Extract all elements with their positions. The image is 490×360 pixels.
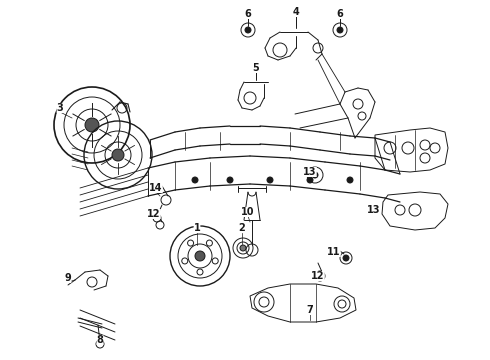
Circle shape [112, 149, 124, 161]
Text: 5: 5 [253, 63, 259, 73]
Circle shape [312, 172, 318, 178]
Circle shape [240, 245, 246, 251]
Circle shape [267, 177, 273, 183]
Circle shape [192, 177, 198, 183]
Circle shape [245, 27, 251, 33]
Circle shape [85, 118, 99, 132]
Circle shape [337, 27, 343, 33]
Text: 9: 9 [65, 273, 72, 283]
Text: 13: 13 [367, 205, 381, 215]
Circle shape [347, 177, 353, 183]
Circle shape [343, 255, 349, 261]
Text: 10: 10 [241, 207, 255, 217]
Circle shape [227, 177, 233, 183]
Text: 6: 6 [245, 9, 251, 19]
Text: 4: 4 [293, 7, 299, 17]
Text: 14: 14 [149, 183, 163, 193]
Text: 13: 13 [303, 167, 317, 177]
Text: 8: 8 [97, 335, 103, 345]
Text: 7: 7 [307, 305, 314, 315]
Text: 11: 11 [327, 247, 341, 257]
Text: 12: 12 [311, 271, 325, 281]
Text: 2: 2 [239, 223, 245, 233]
Text: 1: 1 [194, 223, 200, 233]
Text: 12: 12 [147, 209, 161, 219]
Circle shape [307, 177, 313, 183]
Text: 6: 6 [337, 9, 343, 19]
Text: 3: 3 [57, 103, 63, 113]
Circle shape [195, 251, 205, 261]
